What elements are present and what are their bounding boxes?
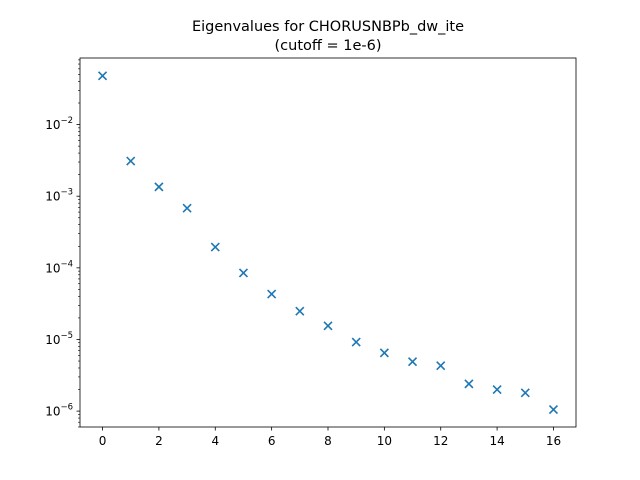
- data-point: [97, 71, 108, 81]
- data-point: [407, 357, 418, 367]
- y-tick-exponent: −2: [60, 116, 73, 126]
- data-point-stroke: [154, 182, 164, 192]
- x-tick-label: 16: [546, 434, 561, 448]
- data-point-stroke: [97, 71, 108, 81]
- x-tick-label: 6: [268, 434, 276, 448]
- data-point: [464, 379, 474, 389]
- data-point-stroke: [238, 268, 249, 278]
- data-point-stroke: [548, 405, 559, 415]
- chart-title-line-2: (cutoff = 1e-6): [275, 38, 382, 54]
- y-tick-label: 10−6: [45, 403, 73, 419]
- data-point-stroke: [210, 242, 220, 252]
- data-point-stroke: [126, 156, 136, 166]
- y-tick-base: 10: [45, 190, 60, 204]
- data-point-stroke: [520, 388, 530, 398]
- x-tick-label: 12: [433, 434, 448, 448]
- y-tick-base: 10: [45, 333, 60, 347]
- y-tick-base: 10: [45, 405, 60, 419]
- axes: 10−610−510−410−310−20 2 4 6 8 10 12 14 16: [45, 57, 577, 448]
- data-point: [492, 384, 502, 395]
- data-point: [351, 337, 361, 347]
- x-tick-label: 2: [155, 434, 163, 448]
- y-tick-label: 10−5: [45, 331, 73, 347]
- data-point: [267, 289, 277, 299]
- data-point: [238, 268, 249, 278]
- data-point-stroke: [323, 321, 333, 331]
- x-tick-label: 10: [377, 434, 392, 448]
- data-point-stroke: [295, 306, 305, 316]
- data-point-stroke: [351, 337, 361, 347]
- y-tick-exponent: −5: [60, 331, 73, 341]
- data-point-stroke: [464, 379, 474, 389]
- data-points: [97, 71, 559, 415]
- data-point: [520, 388, 530, 398]
- data-point-stroke: [407, 357, 418, 367]
- data-point: [323, 321, 333, 331]
- y-tick-label: 10−4: [45, 259, 73, 275]
- data-point-stroke: [379, 348, 389, 358]
- data-point: [210, 242, 220, 252]
- x-tick-label: 8: [324, 434, 332, 448]
- data-point: [154, 182, 164, 192]
- data-point: [379, 348, 389, 358]
- y-tick-base: 10: [45, 261, 60, 275]
- data-point: [182, 203, 192, 213]
- data-point: [548, 405, 559, 415]
- data-point-stroke: [182, 203, 192, 213]
- chart-title-line-1: Eigenvalues for CHORUSNBPb_dw_ite: [192, 19, 464, 35]
- data-point: [295, 306, 305, 316]
- y-tick-label: 10−2: [45, 116, 73, 132]
- x-tick-label: 0: [99, 434, 107, 448]
- y-tick-label: 10−3: [45, 188, 73, 204]
- y-tick-exponent: −3: [60, 188, 73, 198]
- plot-frame: [79, 57, 577, 428]
- y-tick-exponent: −6: [60, 403, 73, 413]
- data-point-stroke: [267, 289, 277, 299]
- data-point-stroke: [492, 384, 502, 395]
- x-tick-label: 14: [489, 434, 504, 448]
- y-tick-exponent: −4: [60, 259, 73, 269]
- data-point: [126, 156, 136, 166]
- x-tick-label: 4: [211, 434, 219, 448]
- data-point: [436, 361, 446, 371]
- y-tick-base: 10: [45, 118, 60, 132]
- data-point-stroke: [436, 361, 446, 371]
